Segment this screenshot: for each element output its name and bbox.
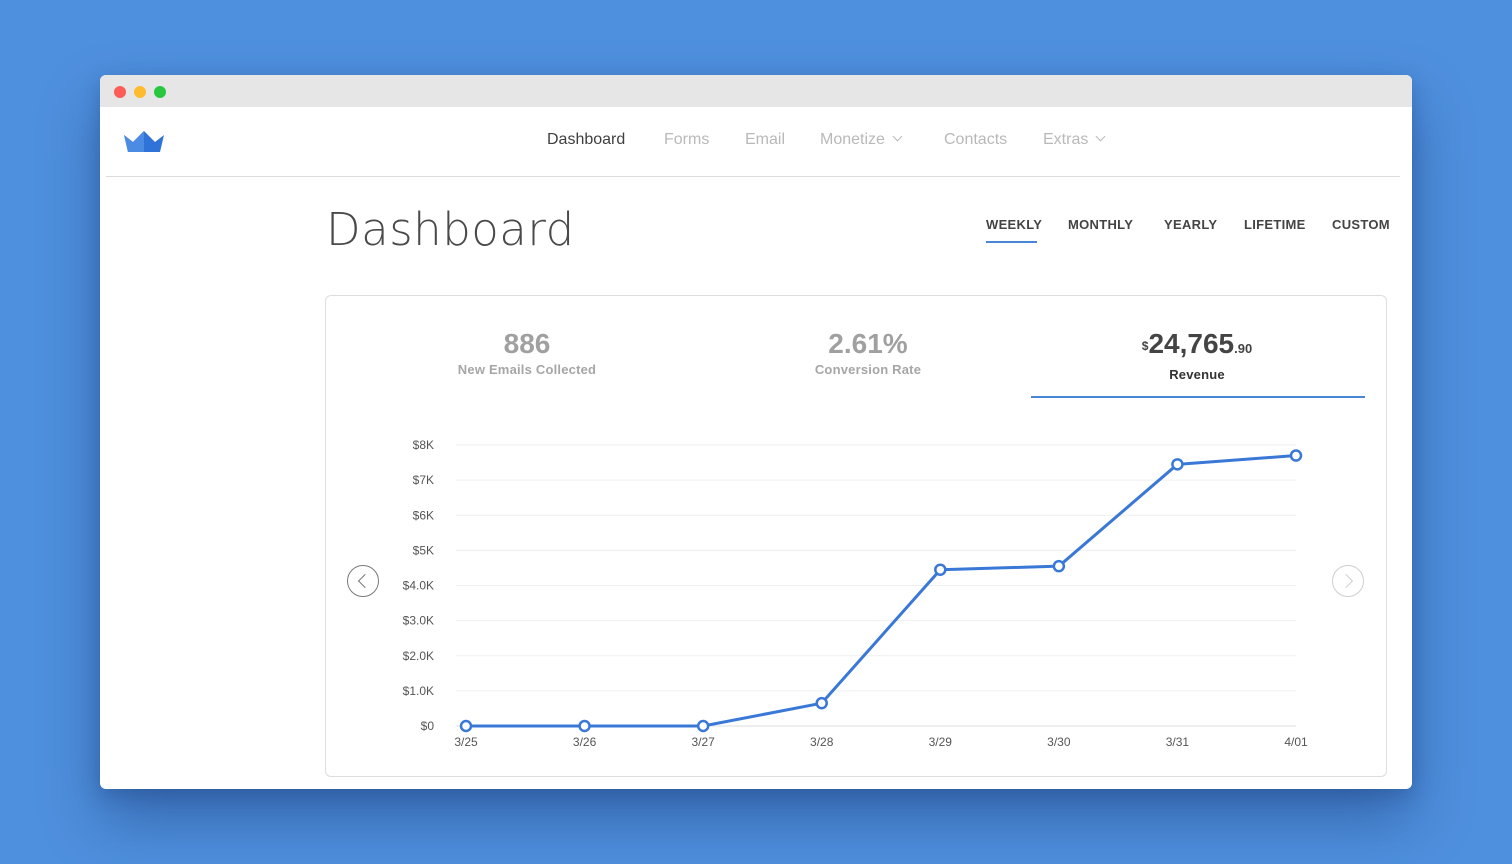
x-tick-label: 3/26 [573,735,597,749]
x-tick-label: 3/29 [929,735,953,749]
x-tick-label: 3/27 [691,735,715,749]
data-point [459,719,473,733]
nav-item-email[interactable]: Email [745,131,786,148]
y-tick-label: $5K [413,543,434,557]
x-tick-label: 3/30 [1047,735,1071,749]
nav-item-extras[interactable]: Extras [1043,131,1106,149]
tab-yearly[interactable]: YEARLY [1164,217,1218,232]
y-tick-label: $7K [413,473,434,487]
stat-value: 2.61% [828,328,908,359]
data-point [934,563,947,576]
y-tick-label: $4.0K [403,579,434,593]
y-tick-label: $2.0K [403,649,434,663]
tab-lifetime[interactable]: LIFETIME [1244,217,1306,232]
stat-label: New Emails Collected [457,362,597,377]
tab-custom[interactable]: CUSTOM [1332,217,1390,232]
revenue-line-chart: $0 $1.0K $2.0K $3.0K $4.0K $5K $6K $7K $8K 3/25 3/… [403,438,1308,749]
data-point [696,719,710,733]
y-tick-label: $1.0K [403,684,434,698]
top-navigation: Dashboard Forms Email Monetize Contacts … [100,107,1412,177]
chevron-down-icon [892,131,903,142]
stat-label: Revenue [1169,367,1225,382]
chevron-down-icon [1095,131,1106,142]
stat-value: $24,765.90 [1098,328,1296,365]
nav-item-contacts[interactable]: Contacts [944,131,1008,148]
stats-card: 886 New Emails Collected 2.61% Conversio… [325,295,1387,777]
page-title: Dashboard [326,203,575,256]
y-tick-label: $8K [413,438,434,452]
chevron-right-icon [1338,573,1354,589]
minimize-window-button[interactable] [134,86,146,98]
window-titlebar [100,75,1412,107]
stat-conversion-rate[interactable]: 2.61% Conversion Rate [769,328,967,377]
series-line [466,454,1297,728]
y-tick-label: $0 [421,719,435,733]
x-tick-label: 3/25 [454,735,478,749]
chevron-left-icon [357,573,373,589]
data-point [1052,559,1066,573]
nav-item-monetize[interactable]: Monetize [820,131,903,149]
data-point [815,696,828,710]
currency-symbol: $ [1141,339,1149,353]
next-period-button[interactable] [1332,565,1364,597]
data-point [578,719,591,733]
tab-monthly[interactable]: MONTHLY [1068,217,1134,232]
y-tick-label: $3.0K [403,614,434,628]
nav-item-dashboard[interactable]: Dashboard [547,131,626,148]
data-point [1289,449,1303,462]
active-tab-indicator [986,241,1037,243]
stat-new-emails[interactable]: 886 New Emails Collected [428,328,626,377]
close-window-button[interactable] [114,86,126,98]
stat-label: Conversion Rate [814,362,922,377]
x-tick-label: 3/31 [1166,735,1190,749]
nav-item-forms[interactable]: Forms [664,131,710,148]
stat-value: 886 [503,328,551,359]
period-tabs: WEEKLY MONTHLY YEARLY LIFETIME CUSTOM [100,217,1412,247]
stat-revenue[interactable]: $24,765.90 Revenue [1098,328,1296,382]
y-tick-label: $6K [413,508,434,522]
browser-window: Dashboard Forms Email Monetize Contacts … [100,75,1412,789]
x-tick-label: 3/28 [810,735,834,749]
previous-period-button[interactable] [347,565,379,597]
nav-divider [106,176,1400,177]
data-point [1171,458,1184,471]
revenue-amount: 24,765 [1148,328,1235,359]
revenue-cents: .90 [1234,341,1253,356]
tab-weekly[interactable]: WEEKLY [986,217,1043,232]
crown-icon[interactable] [123,130,165,154]
maximize-window-button[interactable] [154,86,166,98]
active-stat-indicator [1031,396,1365,398]
x-tick-label: 4/01 [1284,735,1308,749]
